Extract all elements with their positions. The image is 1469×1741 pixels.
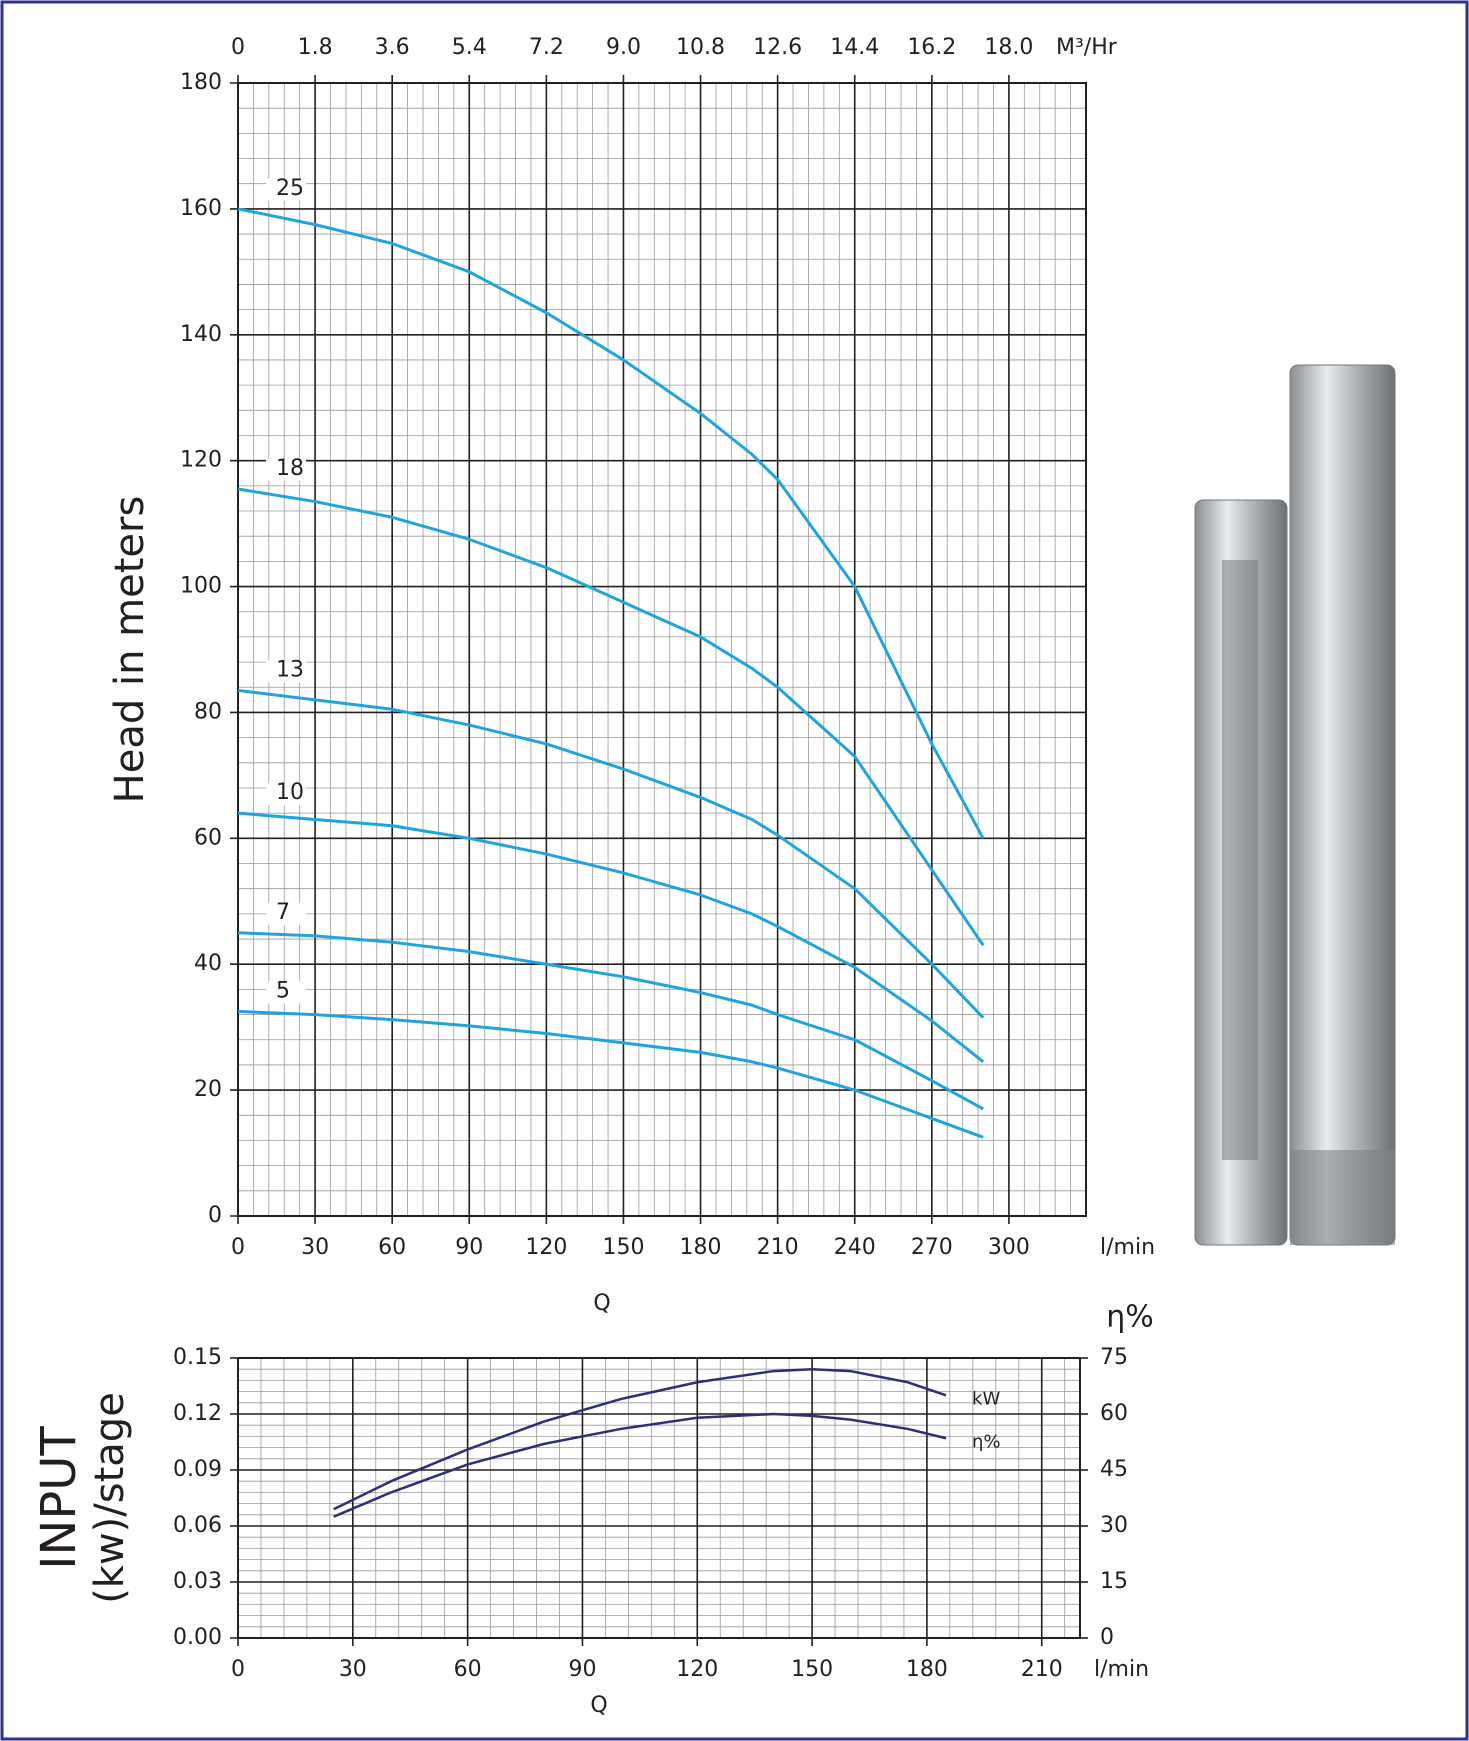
- x-tick-label: 120: [676, 1657, 718, 1682]
- y2-tick-label: 30: [1100, 1513, 1128, 1538]
- x-tick-label: 270: [911, 1235, 953, 1260]
- x-tick-label: 150: [602, 1235, 644, 1260]
- x-tick-label: 60: [378, 1235, 406, 1260]
- x2-tick-label: 1.8: [298, 35, 333, 60]
- y-tick-label: 20: [194, 1077, 222, 1102]
- label-box: [266, 178, 306, 201]
- x2-tick-label: 16.2: [907, 35, 956, 60]
- x-tick-label: 60: [454, 1657, 482, 1682]
- x-tick-label: 240: [834, 1235, 876, 1260]
- label-box: [266, 981, 306, 1004]
- pump-image: [1194, 364, 1396, 1246]
- label-box: [266, 660, 306, 683]
- x2-tick-label: 10.8: [676, 35, 725, 60]
- y-tick-label: 0.06: [173, 1513, 222, 1538]
- x2-unit: M³/Hr: [1056, 35, 1118, 60]
- x2-tick-label: 14.4: [830, 35, 879, 60]
- y-tick-label: 0.15: [173, 1345, 222, 1370]
- plot-frame: [237, 82, 1087, 1217]
- series-line: [237, 688, 985, 1019]
- series-label: 25: [276, 176, 304, 201]
- y-tick-label: 180: [180, 70, 222, 95]
- x-tick-label: 120: [525, 1235, 567, 1260]
- x-tick-label: 180: [680, 1235, 722, 1260]
- series-label: η%: [972, 1431, 1001, 1452]
- x2-tick-label: 7.2: [529, 35, 564, 60]
- series-line: [333, 1367, 947, 1511]
- x-tick-label: 180: [906, 1657, 948, 1682]
- x-tick-label: 150: [791, 1657, 833, 1682]
- pump-screen: [1222, 560, 1258, 1160]
- series-label: kW: [972, 1388, 1000, 1409]
- y-axis-title: INPUT: [31, 1426, 87, 1570]
- y-tick-label: 0.12: [173, 1401, 222, 1426]
- series-line: [237, 931, 984, 1111]
- y2-tick-label: 60: [1100, 1401, 1128, 1426]
- x-tick-label: 30: [301, 1235, 329, 1260]
- y-tick-label: 160: [180, 196, 222, 221]
- x2-tick-label: 3.6: [375, 35, 410, 60]
- series-label: 10: [276, 780, 304, 805]
- x-unit: l/min: [1094, 1657, 1149, 1682]
- y2-tick-label: 45: [1100, 1457, 1128, 1482]
- pump-large: [1289, 364, 1396, 1246]
- series-line: [237, 811, 985, 1063]
- x2-tick-label: 5.4: [452, 35, 487, 60]
- x2-tick-label: 18.0: [984, 35, 1033, 60]
- x-tick-label: 0: [231, 1235, 245, 1260]
- x-tick-label: 210: [1021, 1657, 1063, 1682]
- x-tick-label: 300: [988, 1235, 1030, 1260]
- x-tick-label: 0: [231, 1657, 245, 1682]
- x-unit: l/min: [1100, 1235, 1155, 1260]
- y-tick-label: 0.03: [173, 1569, 222, 1594]
- x-tick-label: 210: [757, 1235, 799, 1260]
- y-tick-label: 80: [194, 699, 222, 724]
- label-box: [266, 783, 306, 806]
- series-line: [237, 207, 985, 840]
- x-axis-title: Q: [590, 1693, 607, 1718]
- x-tick-label: 90: [455, 1235, 483, 1260]
- y2-tick-label: 15: [1100, 1569, 1128, 1594]
- series-line: [333, 1412, 947, 1518]
- series-line: [237, 1009, 984, 1139]
- y-tick-label: 60: [194, 825, 222, 850]
- x2-tick-label: 0: [231, 35, 245, 60]
- y-tick-label: 140: [180, 322, 222, 347]
- y-tick-label: 0: [208, 1203, 222, 1228]
- label-box: [266, 458, 306, 481]
- y-tick-label: 0.09: [173, 1457, 222, 1482]
- y2-tick-label: 0: [1100, 1625, 1114, 1650]
- series-label: 18: [276, 456, 304, 481]
- plot-frame: [237, 1357, 1081, 1639]
- y-tick-label: 40: [194, 951, 222, 976]
- x-tick-label: 30: [339, 1657, 367, 1682]
- y-tick-label: 100: [180, 574, 222, 599]
- series-line: [237, 487, 985, 947]
- label-box: [266, 902, 306, 925]
- x2-tick-label: 12.6: [753, 35, 802, 60]
- y-tick-label: 0.00: [173, 1625, 222, 1650]
- x-tick-label: 90: [568, 1657, 596, 1682]
- x-axis-title: Q: [593, 1291, 610, 1316]
- y-axis-subtitle: (kw)/stage: [87, 1392, 133, 1604]
- y2-axis-title: η%: [1106, 1300, 1154, 1335]
- series-label: 13: [276, 657, 304, 682]
- pump-base: [1290, 1150, 1395, 1245]
- series-label: 7: [276, 900, 290, 925]
- y2-tick-label: 75: [1100, 1345, 1128, 1370]
- series-label: 5: [276, 978, 290, 1003]
- x2-tick-label: 9.0: [606, 35, 641, 60]
- y-tick-label: 120: [180, 448, 222, 473]
- y-axis-title: Head in meters: [107, 496, 153, 804]
